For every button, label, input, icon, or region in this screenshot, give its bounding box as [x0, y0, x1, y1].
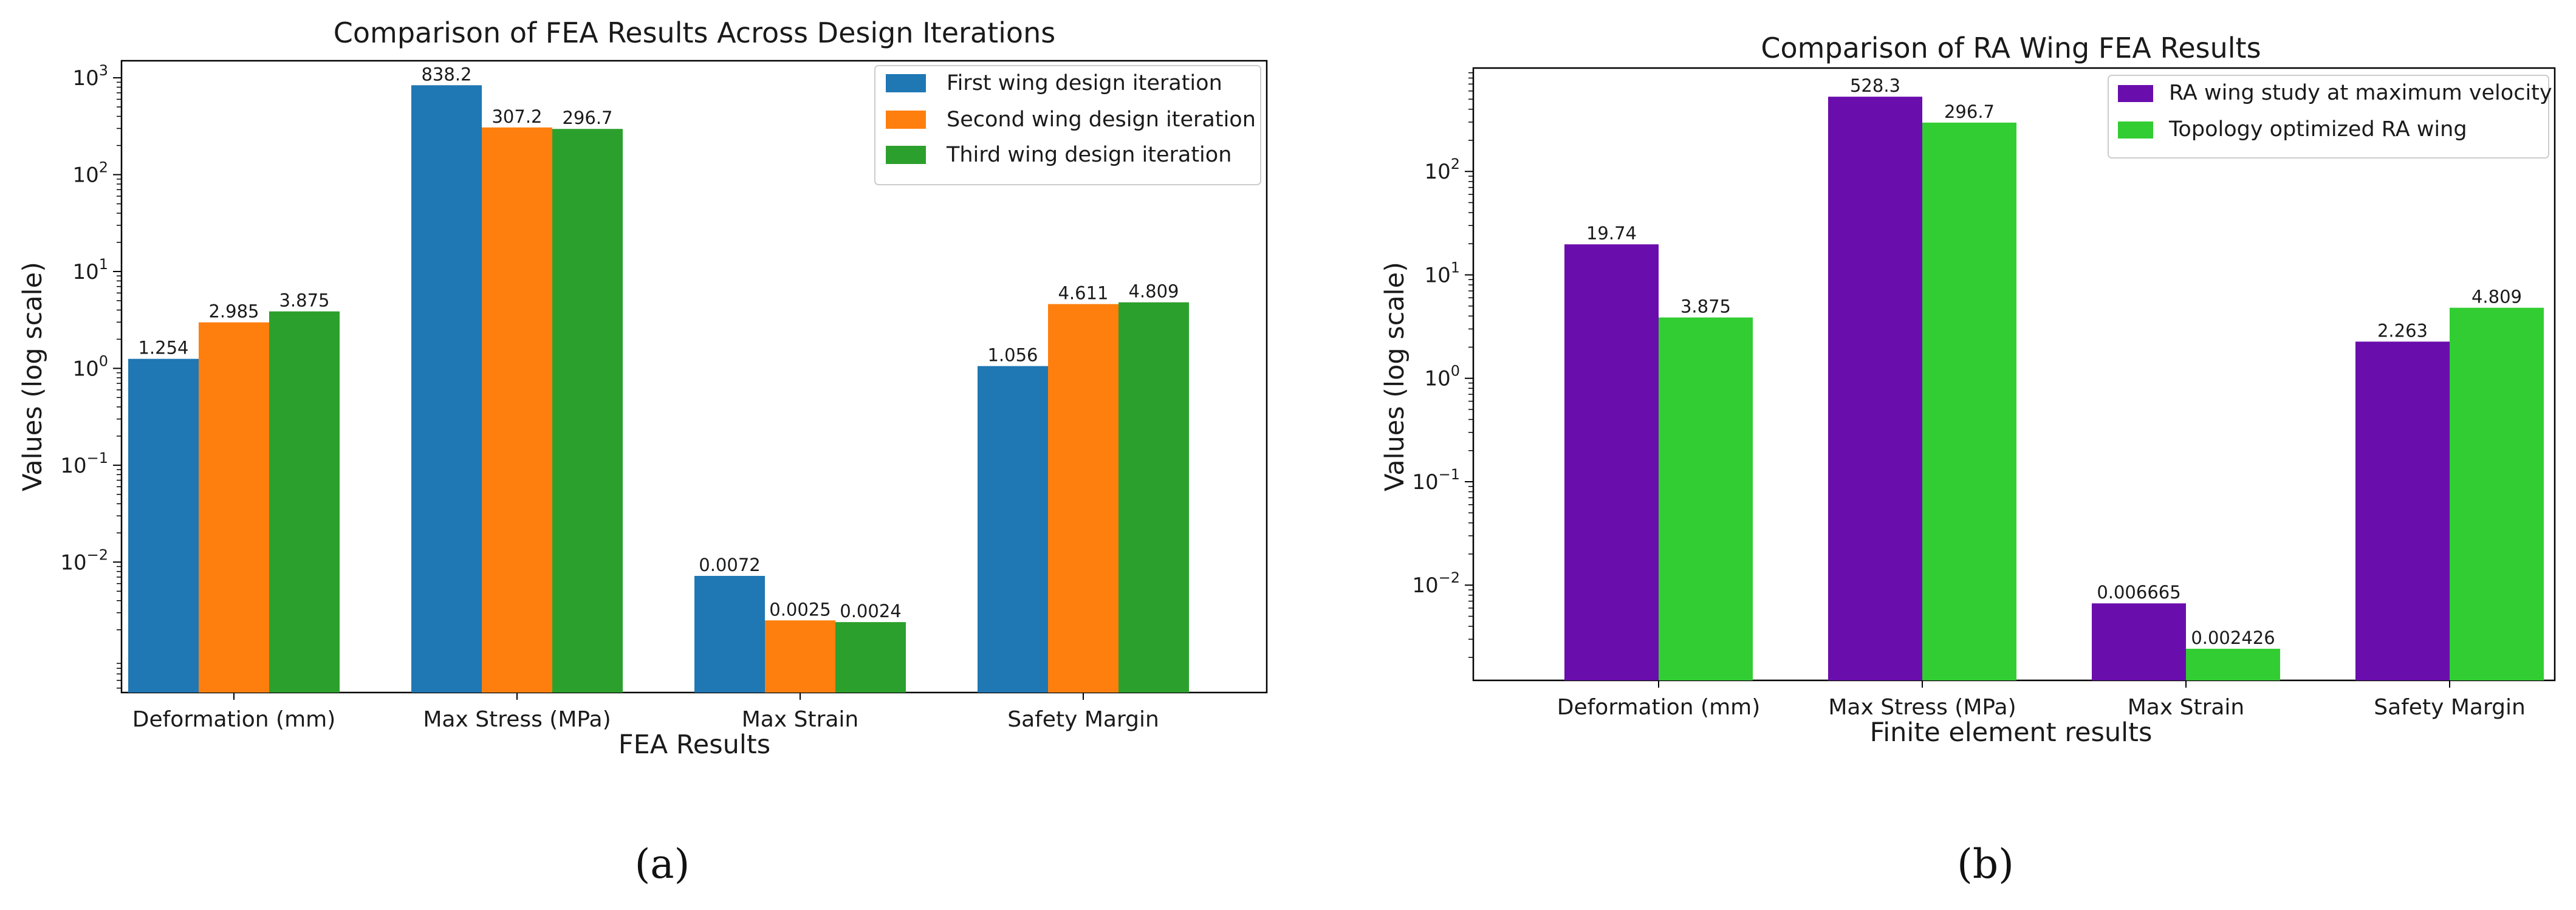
x-tick-label: Max Strain	[2128, 695, 2245, 720]
y-tick-label: 102	[72, 159, 108, 188]
bar	[482, 127, 552, 693]
bar	[552, 129, 623, 693]
y-tick-label: 10−2	[1412, 569, 1460, 598]
bar	[2355, 341, 2450, 680]
chart-a-title: Comparison of FEA Results Across Design …	[334, 16, 1055, 49]
chart-b-legend-box	[2108, 75, 2549, 159]
bar	[1564, 244, 1659, 681]
bar	[411, 85, 482, 693]
x-tick-label: Deformation (mm)	[132, 707, 336, 732]
chart-b-bars: 10−2 10−1 100 101 102 Deformation (mm) 19.74 3.…	[1412, 72, 2544, 720]
panel-a-label: (a)	[635, 841, 690, 888]
bar-value-label: 296.7	[1944, 101, 1995, 122]
bar-value-label: 3.875	[1680, 296, 1731, 317]
y-tick-label: 100	[72, 352, 108, 381]
legend-a-swatch-second	[886, 111, 926, 129]
bar	[1118, 302, 1189, 693]
chart-a-bars: 10−2 10−1 100 101 102 103 Deformation (mm) 1.25…	[60, 62, 1189, 732]
bar	[2186, 648, 2280, 680]
bar	[128, 358, 199, 693]
y-tick-label: 100	[1424, 363, 1460, 391]
y-tick-label: 101	[1424, 259, 1460, 287]
panel-b: Comparison of RA Wing FEA Results 10−210…	[1380, 32, 2556, 888]
bar-value-label: 0.0072	[699, 555, 760, 575]
legend-a-swatch-first	[886, 74, 926, 92]
x-tick-label: Max Stress (MPa)	[423, 707, 611, 732]
bar	[694, 576, 765, 693]
bar	[2092, 603, 2186, 680]
legend-a-label-first: First wing design iteration	[947, 71, 1222, 95]
y-tick-label: 103	[72, 62, 108, 91]
bar-value-label: 1.056	[987, 345, 1038, 366]
bar	[1828, 97, 1922, 681]
bar-value-label: 3.875	[279, 290, 329, 311]
x-tick-label: Max Stress (MPa)	[1828, 695, 2016, 720]
x-tick-label: Deformation (mm)	[1557, 695, 1761, 720]
bar	[199, 322, 269, 693]
bar-value-label: 528.3	[1850, 75, 1900, 96]
bar-value-label: 0.0025	[769, 599, 831, 620]
y-tick-label: 102	[1424, 156, 1460, 184]
bar-value-label: 0.002426	[2191, 628, 2275, 648]
x-tick-label: Safety Margin	[1007, 707, 1159, 732]
bar	[835, 622, 906, 693]
bar-value-label: 4.611	[1058, 283, 1108, 304]
y-tick-label: 10−2	[60, 546, 108, 575]
y-tick-label: 10−1	[60, 450, 108, 478]
chart-a-legend-box	[874, 65, 1261, 185]
legend-b-swatch-ra	[2118, 85, 2153, 102]
bar-value-label: 838.2	[421, 64, 471, 84]
bar-value-label: 4.809	[2472, 287, 2522, 307]
bar-value-label: 0.006665	[2097, 582, 2180, 603]
panel-a: Comparison of FEA Results Across Design …	[18, 16, 1268, 888]
bar-value-label: 1.254	[138, 338, 188, 358]
legend-a-label-third: Third wing design iteration	[946, 143, 1231, 167]
bar	[1048, 304, 1118, 693]
chart-b-x-axis-label: Finite element results	[1870, 717, 2153, 748]
panel-b-label: (b)	[1957, 841, 2014, 888]
bar	[2450, 307, 2544, 681]
legend-b-label-topology: Topology optimized RA wing	[2168, 117, 2467, 142]
chart-b-y-axis-label: Values (log scale)	[1380, 262, 1410, 491]
bar	[1659, 317, 1753, 680]
legend-a-label-second: Second wing design iteration	[947, 108, 1256, 132]
bar-value-label: 2.263	[2377, 320, 2428, 341]
bar-value-label: 307.2	[492, 106, 542, 127]
chart-a-y-axis-label: Values (log scale)	[18, 262, 48, 491]
bar-value-label: 2.985	[208, 301, 259, 322]
chart-a-legend: First wing design iteration Second wing …	[874, 65, 1261, 185]
chart-b-legend: RA wing study at maximum velocity Topolo…	[2108, 75, 2552, 159]
chart-a-x-axis-label: FEA Results	[618, 730, 770, 760]
x-tick-label: Safety Margin	[2374, 695, 2526, 720]
legend-b-label-ra: RA wing study at maximum velocity	[2169, 81, 2552, 105]
bar-value-label: 4.809	[1128, 281, 1179, 302]
bar	[1922, 122, 2016, 681]
legend-a-swatch-third	[886, 146, 926, 164]
bar-value-label: 0.0024	[840, 601, 901, 621]
bar	[269, 311, 340, 693]
bar-value-label: 296.7	[562, 108, 612, 128]
x-tick-label: Max Strain	[742, 707, 859, 732]
bar	[978, 366, 1048, 693]
chart-b-title: Comparison of RA Wing FEA Results	[1761, 32, 2261, 64]
y-tick-label: 101	[72, 256, 108, 284]
y-tick-label: 10−1	[1412, 466, 1460, 494]
legend-b-swatch-topology	[2118, 121, 2153, 139]
bar-value-label: 19.74	[1586, 223, 1637, 244]
bar	[765, 620, 835, 693]
